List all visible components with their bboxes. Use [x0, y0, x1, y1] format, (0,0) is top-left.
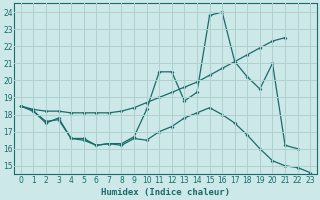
X-axis label: Humidex (Indice chaleur): Humidex (Indice chaleur) [101, 188, 230, 197]
